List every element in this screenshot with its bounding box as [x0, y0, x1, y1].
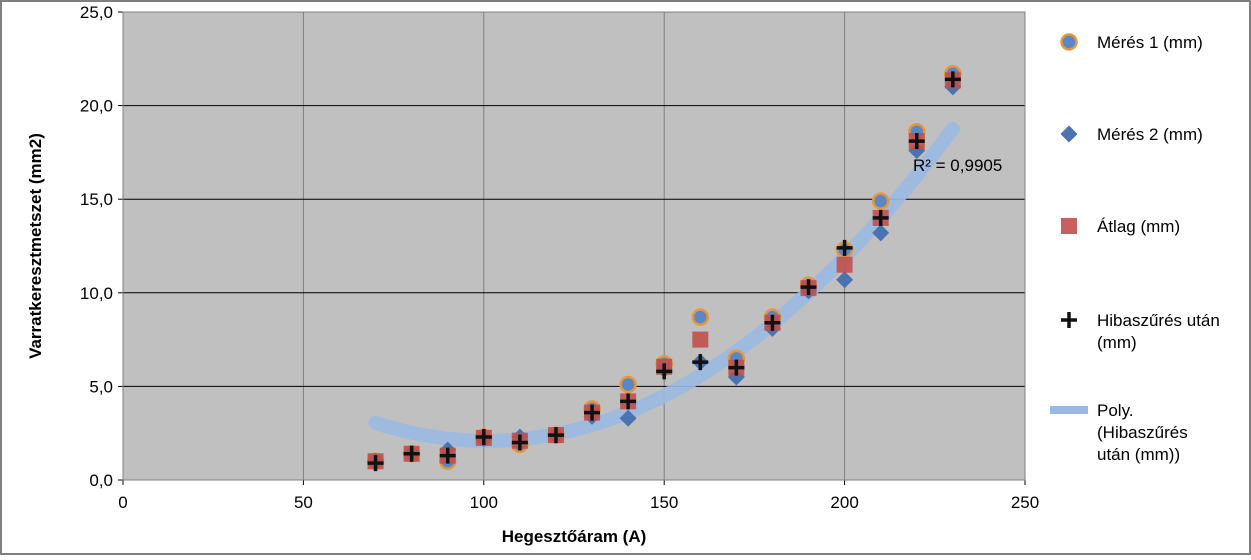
marks-layer: [366, 65, 962, 472]
marker-shape: [475, 428, 492, 445]
data-point: [547, 427, 564, 444]
marker-shape: [619, 375, 637, 394]
data-point: [619, 409, 637, 427]
x-tick-label: 100: [470, 493, 498, 512]
marker-shape: [1060, 125, 1078, 143]
axis-layer: 0 50 100 150 200 250 0,0 5,0 10,0 15,0 20,0 25,0: [80, 3, 1039, 512]
legend-entry: Átlag (mm): [1061, 217, 1180, 236]
data-point: [619, 375, 637, 394]
legend-entry-trendline: Poly. (Hibaszűrés után (mm)): [1050, 401, 1188, 464]
data-point: [691, 308, 710, 326]
x-axis-title: Hegesztőáram (A): [502, 527, 647, 546]
y-tick-label: 5,0: [89, 377, 113, 396]
legend: Mérés 1 (mm) Mérés 2 (mm) Átlag (mm) Hibasz…: [1050, 33, 1220, 464]
legend-label: Mérés 1 (mm): [1097, 33, 1203, 52]
data-point: [367, 455, 384, 472]
marker-shape: [403, 445, 420, 462]
data-point: [764, 314, 781, 331]
data-point: [836, 271, 854, 289]
data-point: [403, 445, 420, 462]
marker-shape: [908, 133, 925, 150]
data-point: [908, 133, 925, 150]
data-point: [872, 224, 890, 242]
data-point: [475, 428, 492, 445]
trendline-path: [368, 121, 960, 448]
marker-shape: [728, 359, 745, 376]
x-tick-label: 250: [1011, 493, 1039, 512]
marker-shape: [547, 427, 564, 444]
marker-shape: [367, 455, 384, 472]
y-tick-label: 25,0: [80, 3, 113, 22]
marker-shape: [944, 71, 961, 88]
marker-shape: [836, 271, 854, 289]
x-tick-label: 50: [294, 493, 313, 512]
x-tick-label: 0: [118, 493, 127, 512]
y-axis-title: Varratkeresztmetszet (mm2): [26, 133, 45, 359]
data-point: [584, 404, 601, 421]
marker-shape: [764, 314, 781, 331]
data-point: [836, 256, 853, 273]
legend-label: Átlag (mm): [1097, 217, 1180, 236]
data-point: [871, 192, 890, 210]
y-tick-label: 10,0: [80, 284, 113, 303]
marker-shape: [1060, 33, 1078, 51]
marker-shape: [800, 279, 817, 296]
data-point: [656, 363, 673, 380]
plot-border: [122, 11, 1026, 481]
data-point: [692, 354, 709, 371]
legend-label: Hibaszűrés után: [1097, 311, 1220, 330]
y-tick-label: 20,0: [80, 97, 113, 116]
trendline-layer: [368, 121, 960, 448]
marker-shape: [511, 434, 528, 451]
legend-label: Mérés 2 (mm): [1097, 125, 1203, 144]
marker-shape: [692, 331, 709, 348]
marker-shape: [692, 354, 709, 371]
data-point: [620, 393, 637, 410]
marker-shape: [620, 393, 637, 410]
data-point: [511, 434, 528, 451]
plot-area: [123, 12, 1025, 480]
legend-marker: [1060, 33, 1078, 51]
data-point: [728, 359, 745, 376]
legend-marker: [1061, 312, 1077, 328]
grid-layer: [123, 12, 1025, 480]
data-point: [439, 447, 456, 464]
data-point: [944, 71, 961, 88]
marker-shape: [836, 239, 853, 256]
marker-shape: [1061, 218, 1077, 234]
marker-shape: [871, 192, 890, 210]
marker-shape: [872, 224, 890, 242]
legend-label: Poly.: [1097, 401, 1134, 420]
x-tick-label: 200: [830, 493, 858, 512]
marker-shape: [872, 209, 889, 226]
data-point: [800, 279, 817, 296]
data-point: [692, 331, 709, 348]
data-point: [872, 209, 889, 226]
marker-shape: [656, 363, 673, 380]
marker-shape: [584, 404, 601, 421]
marker-shape: [1061, 312, 1077, 328]
x-tick-label: 150: [650, 493, 678, 512]
legend-label: után (mm)): [1097, 445, 1180, 464]
r2-label: R² = 0,9905: [913, 156, 1002, 175]
legend-marker: [1060, 125, 1078, 143]
y-tick-label: 0,0: [89, 471, 113, 490]
marker-shape: [439, 447, 456, 464]
legend-entry: Mérés 1 (mm): [1060, 33, 1203, 52]
marker-shape: [619, 409, 637, 427]
legend-marker: [1061, 218, 1077, 234]
legend-label: (mm): [1097, 333, 1137, 352]
legend-label: (Hibaszűrés: [1097, 423, 1188, 442]
marker-shape: [836, 256, 853, 273]
y-tick-label: 15,0: [80, 190, 113, 209]
data-point: [836, 239, 853, 256]
marker-shape: [691, 308, 710, 326]
legend-entry: Hibaszűrés után (mm): [1061, 311, 1220, 352]
legend-entry: Mérés 2 (mm): [1060, 125, 1203, 144]
